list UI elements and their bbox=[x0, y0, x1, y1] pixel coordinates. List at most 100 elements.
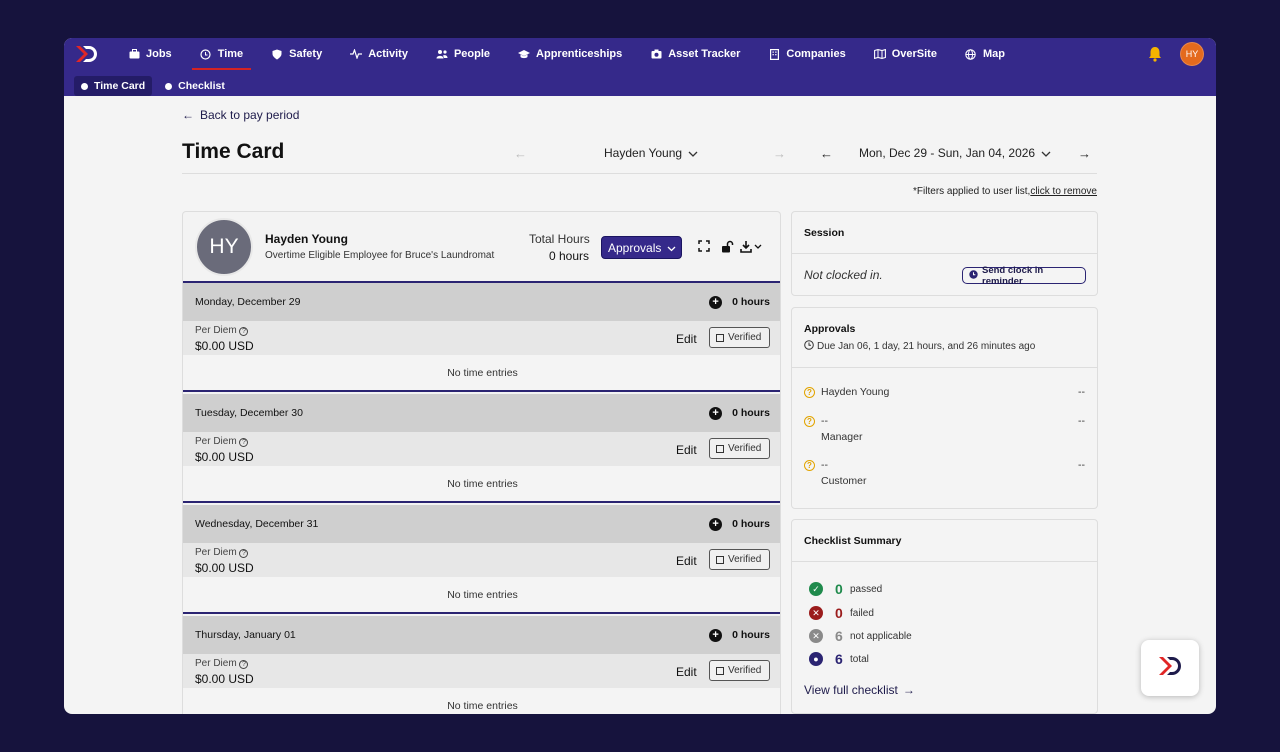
pulse-icon bbox=[350, 49, 363, 59]
checkbox-icon bbox=[716, 666, 724, 675]
building-icon bbox=[768, 48, 780, 60]
day-header: Tuesday, December 30 +0 hours bbox=[183, 394, 780, 432]
add-entry-icon[interactable]: + bbox=[709, 406, 723, 420]
help-icon[interactable]: ? bbox=[239, 438, 249, 447]
send-reminder-label: Send clock in reminder bbox=[982, 264, 1044, 287]
edit-button[interactable]: Edit bbox=[676, 332, 697, 346]
verified-label: Verified bbox=[728, 443, 762, 454]
chevron-down-icon bbox=[667, 241, 676, 255]
session-title: Session bbox=[804, 227, 845, 239]
day-hours: 0 hours bbox=[732, 407, 770, 419]
edit-button[interactable]: Edit bbox=[676, 554, 697, 568]
view-checklist-link[interactable]: View full checklist → bbox=[804, 683, 915, 697]
stat-count: 6 bbox=[835, 651, 843, 667]
nav-jobs[interactable]: Jobs bbox=[128, 38, 172, 70]
verified-checkbox[interactable]: Verified bbox=[709, 549, 770, 570]
subtab-checklist[interactable]: Checklist bbox=[158, 76, 232, 96]
nav-activity[interactable]: Activity bbox=[350, 38, 408, 70]
help-icon[interactable]: ? bbox=[239, 327, 249, 336]
help-icon[interactable]: ? bbox=[239, 549, 249, 558]
day-date: Monday, December 29 bbox=[195, 296, 301, 308]
per-diem-label-text: Per Diem bbox=[195, 547, 237, 558]
map-book-icon bbox=[873, 49, 886, 59]
user-avatar[interactable]: HY bbox=[1180, 42, 1204, 66]
day-hours: 0 hours bbox=[732, 518, 770, 530]
verified-checkbox[interactable]: Verified bbox=[709, 660, 770, 681]
nav-oversite[interactable]: OverSite bbox=[873, 38, 937, 70]
nav-companies[interactable]: Companies bbox=[768, 38, 846, 70]
user-circle-icon: ● bbox=[809, 652, 823, 666]
employee-header: HY Hayden Young Overtime Eligible Employ… bbox=[183, 212, 780, 283]
people-icon bbox=[436, 49, 448, 59]
next-period-arrow-icon[interactable]: → bbox=[1078, 146, 1091, 161]
dispatch-floating-button[interactable] bbox=[1141, 640, 1199, 696]
per-diem-label-text: Per Diem bbox=[195, 436, 237, 447]
subtab-time-card[interactable]: Time Card bbox=[74, 76, 153, 96]
approvals-button[interactable]: Approvals bbox=[601, 236, 682, 259]
nav-time[interactable]: Time bbox=[191, 38, 252, 70]
checklist-title: Checklist Summary bbox=[804, 535, 902, 547]
verified-checkbox[interactable]: Verified bbox=[709, 438, 770, 459]
globe-icon bbox=[965, 48, 977, 60]
filter-remove-link[interactable]: click to remove bbox=[1030, 186, 1097, 197]
verified-label: Verified bbox=[728, 332, 762, 343]
prev-user-arrow-icon[interactable]: ← bbox=[514, 146, 527, 161]
nav-map[interactable]: Map bbox=[965, 38, 1005, 70]
day-date: Wednesday, December 31 bbox=[195, 518, 319, 530]
bell-icon[interactable] bbox=[1146, 45, 1164, 63]
date-range-selector[interactable]: Mon, Dec 29 - Sun, Jan 04, 2026 bbox=[859, 146, 1051, 160]
per-diem-value: $0.00 USD bbox=[195, 561, 254, 575]
checkbox-icon bbox=[716, 444, 724, 453]
employee-avatar: HY bbox=[195, 218, 253, 276]
help-icon[interactable]: ? bbox=[239, 660, 249, 669]
total-hours-value: 0 hours bbox=[549, 249, 590, 263]
stat-failed: ✕ 0 failed bbox=[809, 605, 874, 621]
nav-asset-tracker-label: Asset Tracker bbox=[668, 48, 741, 60]
edit-button[interactable]: Edit bbox=[676, 443, 697, 457]
send-reminder-button[interactable]: Send clock in reminder bbox=[962, 264, 1086, 287]
stat-label: failed bbox=[850, 607, 874, 619]
nav-apprenticeships[interactable]: Apprenticeships bbox=[518, 38, 622, 70]
user-selector[interactable]: Hayden Young bbox=[604, 146, 698, 160]
per-diem-label: Per Diem ? bbox=[195, 436, 249, 447]
approver-role: Manager bbox=[821, 431, 863, 443]
prev-period-arrow-icon[interactable]: ← bbox=[820, 146, 833, 161]
day-date: Tuesday, December 30 bbox=[195, 407, 303, 419]
filter-note-text: *Filters applied to user list, bbox=[913, 186, 1031, 197]
clock-icon bbox=[969, 269, 978, 282]
nav-people-label: People bbox=[453, 48, 491, 60]
approvals-due: Due Jan 06, 1 day, 21 hours, and 26 minu… bbox=[804, 340, 1035, 353]
sub-nav: Time Card Checklist bbox=[74, 76, 232, 96]
approver-role: Customer bbox=[821, 475, 867, 487]
back-link[interactable]: ← Back to pay period bbox=[182, 108, 299, 122]
unlock-icon[interactable] bbox=[721, 240, 734, 256]
verified-checkbox[interactable]: Verified bbox=[709, 327, 770, 348]
add-entry-icon[interactable]: + bbox=[709, 628, 723, 642]
main-nav: Jobs Time Safety Activity People Apprent… bbox=[128, 38, 1033, 70]
x-circle-icon: ✕ bbox=[809, 606, 823, 620]
nav-safety[interactable]: Safety bbox=[271, 38, 322, 70]
next-user-arrow-icon[interactable]: → bbox=[773, 146, 786, 161]
nav-jobs-label: Jobs bbox=[146, 48, 172, 60]
download-icon[interactable] bbox=[740, 240, 764, 256]
nav-people[interactable]: People bbox=[436, 38, 490, 70]
employee-subtitle: Overtime Eligible Employee for Bruce's L… bbox=[265, 250, 495, 261]
nav-companies-label: Companies bbox=[786, 48, 846, 60]
add-entry-icon[interactable]: + bbox=[709, 295, 723, 309]
view-checklist-label: View full checklist bbox=[804, 683, 898, 697]
expand-icon[interactable] bbox=[698, 240, 710, 255]
session-status: Not clocked in. bbox=[804, 268, 883, 282]
slash-circle-icon: ✕ bbox=[809, 629, 823, 643]
add-entry-icon[interactable]: + bbox=[709, 517, 723, 531]
dispatch-logo[interactable] bbox=[74, 44, 100, 64]
day-header: Wednesday, December 31 +0 hours bbox=[183, 505, 780, 543]
edit-button[interactable]: Edit bbox=[676, 665, 697, 679]
per-diem-value: $0.00 USD bbox=[195, 339, 254, 353]
dot-icon bbox=[165, 82, 173, 90]
checkbox-icon bbox=[716, 555, 724, 564]
no-entries-text: No time entries bbox=[183, 688, 780, 714]
per-diem-label-text: Per Diem bbox=[195, 325, 237, 336]
subtab-checklist-label: Checklist bbox=[178, 80, 225, 92]
per-diem-value: $0.00 USD bbox=[195, 450, 254, 464]
nav-asset-tracker[interactable]: Asset Tracker bbox=[650, 38, 740, 70]
